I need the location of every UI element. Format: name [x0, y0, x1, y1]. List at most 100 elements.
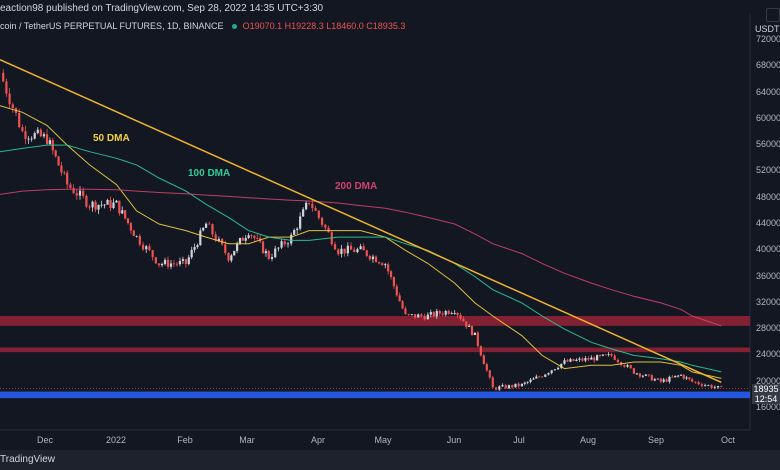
current-price-tag: 18935 12:54 [752, 384, 780, 404]
candle-body [208, 223, 211, 225]
candle-body [317, 210, 320, 218]
price-tick: 68000 [756, 60, 780, 71]
candle-body [707, 385, 710, 386]
candle-body [395, 286, 398, 296]
candles [2, 69, 723, 391]
candle-body [91, 201, 94, 208]
candle-body [172, 263, 176, 265]
bar-countdown: 12:54 [754, 394, 778, 404]
candle-body [447, 310, 450, 314]
candle-body [230, 255, 233, 261]
candle-body [78, 190, 82, 196]
low-value: L18460.0 [326, 21, 364, 31]
candle-body [60, 165, 63, 173]
candle-body [572, 359, 575, 361]
candle-body [346, 245, 349, 254]
candle-body [593, 357, 596, 361]
candle-body [438, 310, 441, 314]
candle-body [224, 244, 227, 253]
currency-label[interactable]: USDT [755, 24, 780, 34]
candle-body [423, 316, 426, 320]
candle-body [563, 360, 566, 364]
resistance-zone-0 [0, 316, 750, 326]
candle-body [584, 358, 587, 361]
candle-body [389, 271, 393, 278]
candle-body [305, 202, 308, 210]
candle-body [72, 187, 75, 194]
candle-body [21, 127, 24, 132]
candle-body [283, 241, 286, 245]
candle-body [175, 263, 179, 265]
candle-body [413, 314, 417, 318]
candle-body [129, 223, 132, 231]
candle-body [302, 209, 305, 217]
candle-body [432, 312, 435, 317]
candle-body [196, 245, 199, 248]
price-tick: 64000 [756, 86, 780, 97]
candle-body [241, 238, 244, 241]
candle-body [716, 386, 720, 388]
candle-body [199, 230, 202, 246]
candle-body [115, 200, 118, 203]
candle-body [517, 383, 520, 387]
dma50-line [0, 105, 722, 379]
candle-body [700, 384, 703, 386]
candle-body [30, 138, 33, 140]
candle-body [148, 246, 151, 251]
candle-body [368, 255, 371, 260]
candle-body [39, 129, 42, 137]
open-value: O19070.1 [242, 21, 283, 31]
candle-body [641, 375, 644, 377]
candle-body [656, 378, 659, 380]
candle-body [69, 184, 72, 188]
candle-body [420, 314, 423, 317]
candle-body [36, 129, 39, 134]
candle-body [479, 346, 482, 356]
candle-body [710, 385, 713, 388]
price-tick: 16000 [756, 402, 780, 412]
price-tick: 40000 [756, 244, 780, 255]
candle-body [63, 172, 66, 174]
time-tick: 2022 [105, 435, 127, 445]
candle-body [374, 256, 378, 263]
time-tick: Jun [446, 435, 462, 445]
candle-body [679, 374, 683, 376]
close-value: C18935.3 [366, 21, 406, 31]
candle-body [647, 374, 650, 376]
candle-body [2, 72, 5, 82]
candle-body [650, 375, 653, 381]
candle-body [160, 263, 164, 266]
current-price: 18935 [753, 384, 779, 394]
candle-body [299, 216, 302, 229]
candle-body [311, 203, 314, 209]
candle-body [468, 325, 471, 327]
descending-trendline [0, 59, 722, 384]
candle-body [607, 353, 610, 355]
candle-body [124, 210, 127, 219]
candle-body [485, 364, 488, 371]
candle-body [704, 385, 707, 387]
candle-body [154, 257, 157, 264]
candle-body [535, 376, 538, 379]
candle-body [202, 227, 205, 231]
candle-body [247, 235, 250, 238]
time-tick: Oct [720, 435, 736, 445]
candle-body [682, 374, 685, 379]
candle-body [166, 259, 170, 267]
candle-body [274, 248, 277, 258]
symbol-name[interactable]: coin / TetherUS PERPETUAL FUTURES, 1D, B… [0, 21, 224, 31]
price-tick: 20000 [756, 375, 780, 386]
candle-body [659, 378, 662, 382]
candle-body [8, 93, 11, 105]
candle-body [214, 234, 217, 241]
candle-body [151, 250, 154, 258]
time-tick: Dec [36, 435, 54, 445]
candle-body [429, 312, 432, 315]
candle-body [601, 354, 604, 356]
dma200-label: 200 DMA [335, 181, 378, 192]
candle-body [88, 206, 91, 208]
dma100-label: 100 DMA [188, 168, 231, 179]
candle-body [112, 202, 115, 209]
candle-body [456, 312, 459, 315]
